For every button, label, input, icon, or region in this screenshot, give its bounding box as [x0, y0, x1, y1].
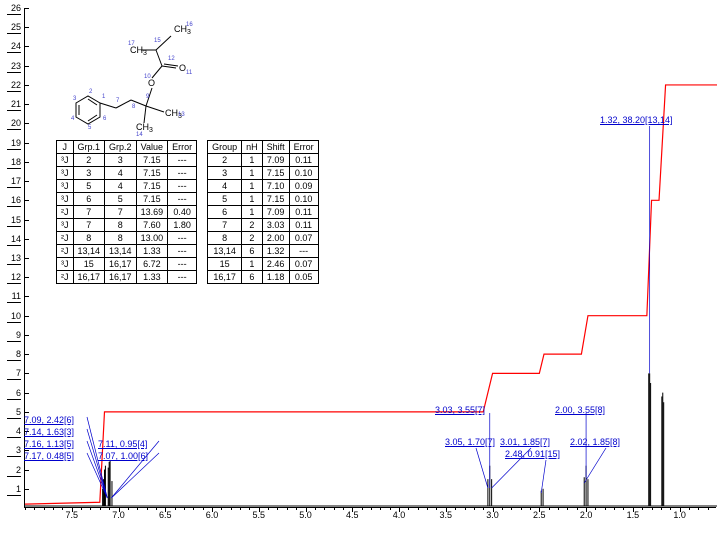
- svg-text:16: 16: [186, 22, 193, 28]
- table-row: 822.000.07: [208, 232, 319, 245]
- ytick-label: 23: [7, 61, 21, 71]
- table-row: 217.090.11: [208, 154, 319, 167]
- ytick-label: 10: [7, 311, 21, 321]
- ytick-label: 11: [7, 291, 21, 301]
- ytick-label: 8: [7, 349, 21, 359]
- svg-text:4: 4: [71, 116, 75, 122]
- ytick-label: 6: [7, 388, 21, 398]
- coupling-table: JGrp.1Grp.2ValueError ³J237.15---³J347.1…: [56, 140, 197, 284]
- ytick-label: 3: [7, 445, 21, 455]
- table-row: ²J16,1716,171.33---: [57, 271, 197, 284]
- svg-text:12: 12: [168, 56, 175, 62]
- table-row: ²J13,1413,141.33---: [57, 245, 197, 258]
- ytick-label: 4: [7, 426, 21, 436]
- table-row: 517.150.10: [208, 193, 319, 206]
- table-row: ²J8813.00---: [57, 232, 197, 245]
- svg-text:7: 7: [116, 98, 120, 104]
- molecule-structure: CH3 CH3 O O CH3 CH3 1617 1512 1110 98 71…: [56, 8, 196, 128]
- table-row: 1512.460.07: [208, 258, 319, 271]
- peak-label: 7.17, 0.48[5]: [24, 451, 74, 461]
- svg-text:6: 6: [103, 116, 107, 122]
- svg-text:O: O: [179, 63, 186, 73]
- svg-text:10: 10: [144, 74, 151, 80]
- table-row: 723.030.11: [208, 219, 319, 232]
- peak-label: 1.32, 38.20[13,14]: [600, 115, 673, 125]
- table-row: ³J787.601.80: [57, 219, 197, 232]
- ytick-label: 19: [7, 138, 21, 148]
- ytick-label: 9: [7, 330, 21, 340]
- svg-text:8: 8: [132, 104, 136, 110]
- ytick-label: 13: [7, 253, 21, 263]
- table-row: ³J1516,176.72---: [57, 258, 197, 271]
- svg-text:17: 17: [128, 41, 135, 47]
- ytick-label: 5: [7, 407, 21, 417]
- ytick-label: 14: [7, 234, 21, 244]
- table-row: 16,1761.180.05: [208, 271, 319, 284]
- svg-text:2: 2: [89, 89, 93, 95]
- table-row: 13,1461.32---: [208, 245, 319, 258]
- table-row: 317.150.10: [208, 167, 319, 180]
- ytick-label: 16: [7, 195, 21, 205]
- peak-label: 7.07, 1.00[6]: [98, 451, 148, 461]
- ytick-label: 2: [7, 465, 21, 475]
- ytick-label: 17: [7, 176, 21, 186]
- table-row: 617.090.11: [208, 206, 319, 219]
- ytick-label: 22: [7, 80, 21, 90]
- data-tables: JGrp.1Grp.2ValueError ³J237.15---³J347.1…: [56, 140, 319, 284]
- table-row: ³J657.15---: [57, 193, 197, 206]
- ytick-label: 24: [7, 41, 21, 51]
- svg-text:14: 14: [136, 132, 143, 138]
- ytick-label: 25: [7, 22, 21, 32]
- peak-label: 7.16, 1.13[5]: [24, 439, 74, 449]
- peak-label: 7.09, 2.42[6]: [24, 415, 74, 425]
- ytick-label: 1: [7, 484, 21, 494]
- table-row: ²J7713.690.40: [57, 206, 197, 219]
- table-row: ³J237.15---: [57, 154, 197, 167]
- ytick-label: 15: [7, 215, 21, 225]
- peak-label: 3.03, 3.55[7]: [435, 405, 485, 415]
- table-row: 417.100.09: [208, 180, 319, 193]
- peak-label: 2.48, 0.91[15]: [505, 449, 560, 459]
- table-row: ³J347.15---: [57, 167, 197, 180]
- ytick-label: 7: [7, 368, 21, 378]
- svg-text:15: 15: [154, 38, 161, 44]
- peak-label: 2.00, 3.55[8]: [555, 405, 605, 415]
- svg-text:3: 3: [73, 96, 77, 102]
- ytick-label: 20: [7, 118, 21, 128]
- svg-text:13: 13: [178, 112, 185, 118]
- svg-text:1: 1: [102, 94, 106, 100]
- peak-label: 7.11, 0.95[4]: [98, 439, 147, 449]
- ytick-label: 21: [7, 99, 21, 109]
- shift-table: GroupnHShiftError 217.090.11317.150.1041…: [207, 140, 319, 284]
- svg-text:11: 11: [186, 70, 193, 76]
- peak-label: 3.01, 1.85[7]: [500, 437, 550, 447]
- ytick-label: 18: [7, 157, 21, 167]
- ytick-label: 12: [7, 272, 21, 282]
- peak-label: 7.14, 1.63[3]: [24, 427, 74, 437]
- table-row: ³J547.15---: [57, 180, 197, 193]
- peak-label: 2.02, 1.85[8]: [570, 437, 620, 447]
- peak-label: 3.05, 1.70[7]: [445, 437, 495, 447]
- ytick-label: 26: [7, 3, 21, 13]
- svg-text:5: 5: [88, 125, 92, 131]
